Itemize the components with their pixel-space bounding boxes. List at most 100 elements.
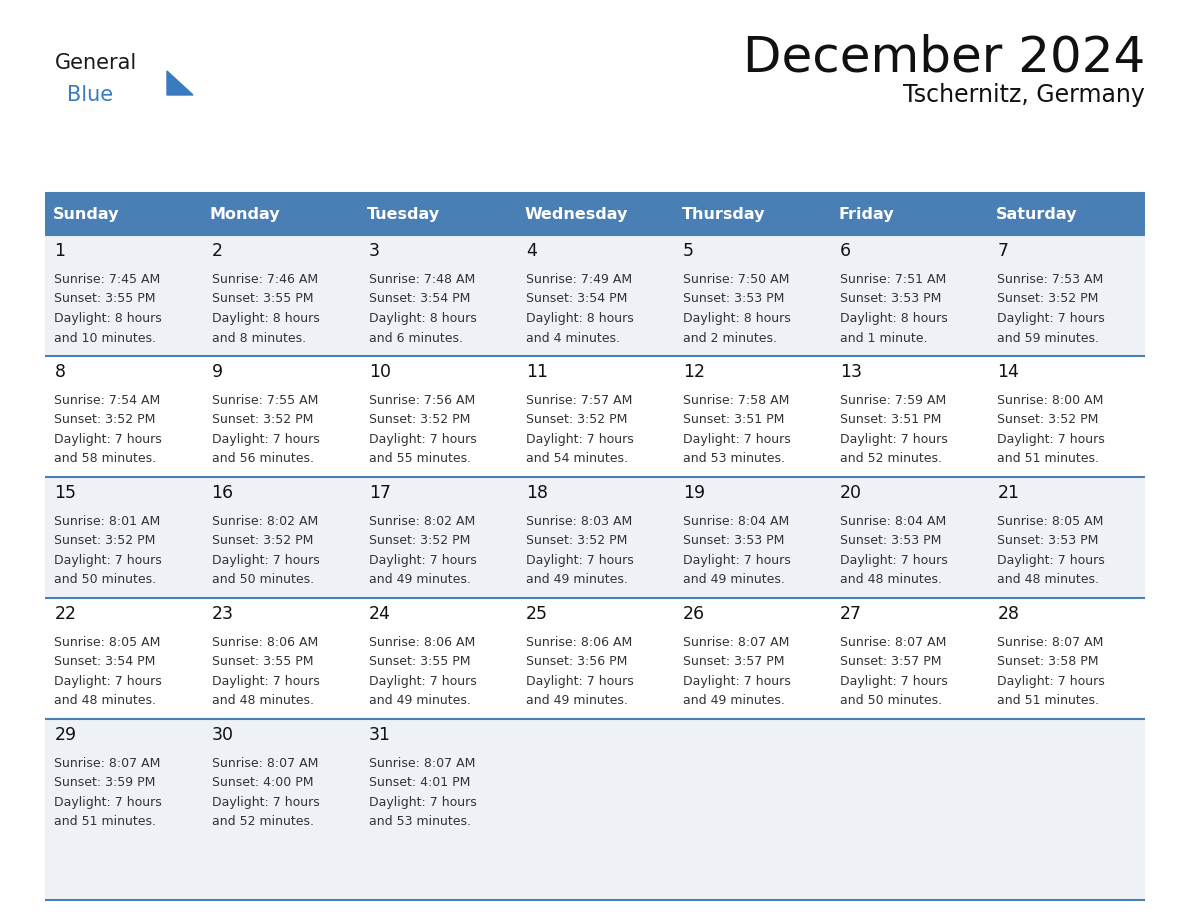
Text: and 2 minutes.: and 2 minutes. — [683, 331, 777, 344]
Text: and 48 minutes.: and 48 minutes. — [840, 574, 942, 587]
Text: Daylight: 7 hours: Daylight: 7 hours — [526, 675, 633, 688]
Text: Sunrise: 8:07 AM: Sunrise: 8:07 AM — [997, 636, 1104, 649]
Text: Tschernitz, Germany: Tschernitz, Germany — [903, 83, 1145, 107]
Text: Sunset: 3:53 PM: Sunset: 3:53 PM — [683, 293, 784, 306]
Text: and 52 minutes.: and 52 minutes. — [211, 815, 314, 828]
Text: Sunset: 3:52 PM: Sunset: 3:52 PM — [55, 534, 156, 547]
Text: 1: 1 — [55, 242, 65, 260]
Text: 31: 31 — [368, 725, 391, 744]
Text: Thursday: Thursday — [682, 207, 765, 221]
Text: Sunrise: 8:07 AM: Sunrise: 8:07 AM — [683, 636, 789, 649]
Text: Sunset: 3:51 PM: Sunset: 3:51 PM — [840, 413, 942, 426]
Text: Daylight: 8 hours: Daylight: 8 hours — [683, 312, 791, 325]
Text: Sunrise: 8:00 AM: Sunrise: 8:00 AM — [997, 394, 1104, 407]
Text: and 50 minutes.: and 50 minutes. — [840, 694, 942, 707]
Bar — [202, 193, 359, 235]
Text: Daylight: 7 hours: Daylight: 7 hours — [368, 675, 476, 688]
Text: 8: 8 — [55, 363, 65, 381]
Text: Daylight: 8 hours: Daylight: 8 hours — [840, 312, 948, 325]
Text: 13: 13 — [840, 363, 862, 381]
Text: Sunset: 4:01 PM: Sunset: 4:01 PM — [368, 776, 470, 789]
Text: Daylight: 7 hours: Daylight: 7 hours — [997, 675, 1105, 688]
Text: Daylight: 7 hours: Daylight: 7 hours — [55, 433, 163, 446]
Text: and 54 minutes.: and 54 minutes. — [526, 453, 627, 465]
Text: Sunrise: 8:02 AM: Sunrise: 8:02 AM — [211, 515, 318, 528]
Text: 26: 26 — [683, 605, 706, 622]
Text: Daylight: 7 hours: Daylight: 7 hours — [526, 554, 633, 566]
Text: Daylight: 7 hours: Daylight: 7 hours — [997, 312, 1105, 325]
Text: Sunset: 3:52 PM: Sunset: 3:52 PM — [526, 413, 627, 426]
Text: Sunset: 3:53 PM: Sunset: 3:53 PM — [840, 293, 942, 306]
Text: Sunset: 3:52 PM: Sunset: 3:52 PM — [368, 413, 470, 426]
Text: Daylight: 7 hours: Daylight: 7 hours — [840, 433, 948, 446]
Text: and 53 minutes.: and 53 minutes. — [368, 815, 470, 828]
Text: Sunset: 3:55 PM: Sunset: 3:55 PM — [211, 655, 314, 668]
Text: Sunrise: 7:55 AM: Sunrise: 7:55 AM — [211, 394, 318, 407]
Text: and 55 minutes.: and 55 minutes. — [368, 453, 470, 465]
Text: and 51 minutes.: and 51 minutes. — [997, 453, 1099, 465]
Text: Sunset: 3:55 PM: Sunset: 3:55 PM — [55, 293, 156, 306]
Text: 27: 27 — [840, 605, 862, 622]
Text: Wednesday: Wednesday — [524, 207, 627, 221]
Text: Sunrise: 8:07 AM: Sunrise: 8:07 AM — [368, 756, 475, 769]
Text: 5: 5 — [683, 242, 694, 260]
Text: Sunset: 3:53 PM: Sunset: 3:53 PM — [840, 534, 942, 547]
Bar — [359, 193, 517, 235]
Text: Sunset: 3:58 PM: Sunset: 3:58 PM — [997, 655, 1099, 668]
Text: and 51 minutes.: and 51 minutes. — [997, 694, 1099, 707]
Text: Sunrise: 8:06 AM: Sunrise: 8:06 AM — [368, 636, 475, 649]
Text: Sunset: 3:59 PM: Sunset: 3:59 PM — [55, 776, 156, 789]
Text: 23: 23 — [211, 605, 234, 622]
Text: Sunset: 3:55 PM: Sunset: 3:55 PM — [211, 293, 314, 306]
Text: Sunset: 3:52 PM: Sunset: 3:52 PM — [55, 413, 156, 426]
Text: 21: 21 — [997, 484, 1019, 502]
Text: Sunrise: 8:05 AM: Sunrise: 8:05 AM — [997, 515, 1104, 528]
Polygon shape — [168, 71, 192, 95]
Text: and 4 minutes.: and 4 minutes. — [526, 331, 620, 344]
Text: Sunset: 3:55 PM: Sunset: 3:55 PM — [368, 655, 470, 668]
Text: Sunset: 3:52 PM: Sunset: 3:52 PM — [997, 413, 1099, 426]
Text: Daylight: 8 hours: Daylight: 8 hours — [211, 312, 320, 325]
Text: Sunrise: 7:49 AM: Sunrise: 7:49 AM — [526, 273, 632, 286]
Text: Sunday: Sunday — [52, 207, 119, 221]
Text: 18: 18 — [526, 484, 548, 502]
Text: Daylight: 7 hours: Daylight: 7 hours — [683, 675, 791, 688]
Text: Sunrise: 7:54 AM: Sunrise: 7:54 AM — [55, 394, 160, 407]
Bar — [674, 193, 830, 235]
Text: 12: 12 — [683, 363, 704, 381]
Text: Daylight: 7 hours: Daylight: 7 hours — [211, 433, 320, 446]
Text: and 50 minutes.: and 50 minutes. — [211, 574, 314, 587]
Text: Sunrise: 7:46 AM: Sunrise: 7:46 AM — [211, 273, 317, 286]
Text: Sunset: 3:57 PM: Sunset: 3:57 PM — [840, 655, 942, 668]
Text: 11: 11 — [526, 363, 548, 381]
Text: Daylight: 7 hours: Daylight: 7 hours — [368, 433, 476, 446]
Text: and 49 minutes.: and 49 minutes. — [368, 574, 470, 587]
Text: Daylight: 7 hours: Daylight: 7 hours — [55, 796, 163, 809]
Text: Blue: Blue — [67, 85, 113, 105]
Text: Daylight: 7 hours: Daylight: 7 hours — [840, 675, 948, 688]
Text: 25: 25 — [526, 605, 548, 622]
Text: and 56 minutes.: and 56 minutes. — [211, 453, 314, 465]
Text: and 49 minutes.: and 49 minutes. — [683, 574, 785, 587]
Text: Sunset: 3:52 PM: Sunset: 3:52 PM — [368, 534, 470, 547]
Text: Daylight: 7 hours: Daylight: 7 hours — [997, 554, 1105, 566]
Text: Daylight: 7 hours: Daylight: 7 hours — [211, 796, 320, 809]
Text: Sunrise: 7:53 AM: Sunrise: 7:53 AM — [997, 273, 1104, 286]
Text: and 8 minutes.: and 8 minutes. — [211, 331, 305, 344]
Text: General: General — [55, 53, 138, 73]
Text: 17: 17 — [368, 484, 391, 502]
Text: Sunrise: 8:07 AM: Sunrise: 8:07 AM — [55, 756, 160, 769]
Text: Sunset: 3:54 PM: Sunset: 3:54 PM — [526, 293, 627, 306]
Text: 15: 15 — [55, 484, 76, 502]
Text: and 48 minutes.: and 48 minutes. — [55, 694, 157, 707]
Text: Daylight: 7 hours: Daylight: 7 hours — [368, 796, 476, 809]
Text: Sunset: 3:57 PM: Sunset: 3:57 PM — [683, 655, 784, 668]
Bar — [45, 193, 202, 235]
Text: Daylight: 7 hours: Daylight: 7 hours — [55, 675, 163, 688]
Text: Sunset: 3:53 PM: Sunset: 3:53 PM — [997, 534, 1099, 547]
Text: Saturday: Saturday — [996, 207, 1078, 221]
Bar — [45, 235, 1145, 356]
Text: Daylight: 8 hours: Daylight: 8 hours — [526, 312, 633, 325]
Text: Sunrise: 7:50 AM: Sunrise: 7:50 AM — [683, 273, 789, 286]
Bar — [988, 193, 1145, 235]
